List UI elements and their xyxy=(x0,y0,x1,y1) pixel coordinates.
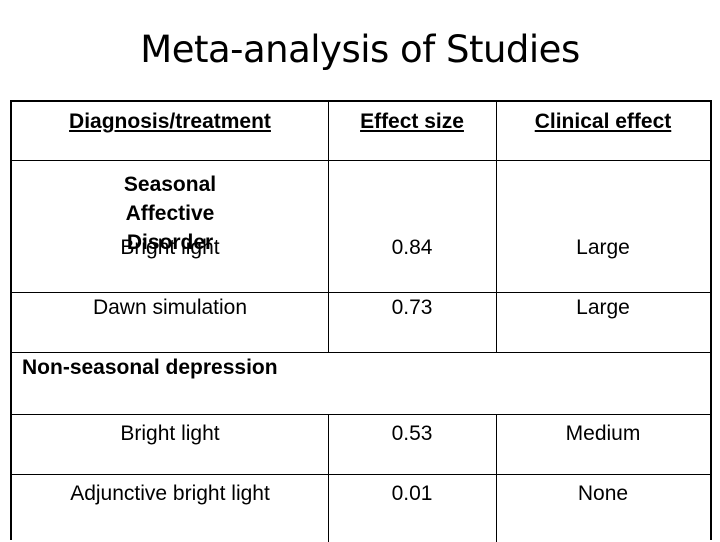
row-divider xyxy=(12,160,710,161)
clinical-effect-value: Large xyxy=(576,236,630,259)
section-heading-non-seasonal: Non-seasonal depression xyxy=(22,356,278,379)
row-divider xyxy=(12,352,710,353)
header-clinical-effect: Clinical effect xyxy=(534,110,672,133)
clinical-effect-value: Large xyxy=(576,296,630,319)
effect-size-value: 0.84 xyxy=(391,236,433,259)
treatment-dawn-simulation: Dawn simulation xyxy=(92,296,248,319)
page-title: Meta-analysis of Studies xyxy=(140,28,580,71)
treatment-bright-light-sad: Bright light xyxy=(120,236,220,259)
column-divider xyxy=(496,414,497,542)
treatment-adjunctive-bright-light: Adjunctive bright light xyxy=(70,482,270,505)
row-divider xyxy=(12,292,710,293)
column-divider xyxy=(328,414,329,542)
row-divider xyxy=(12,414,710,415)
treatment-bright-light-nonseasonal: Bright light xyxy=(120,422,220,445)
meta-analysis-table: Diagnosis/treatment Effect size Clinical… xyxy=(10,100,712,542)
row-divider xyxy=(12,474,710,475)
clinical-effect-value: Medium xyxy=(565,422,641,445)
section-heading-seasonal: Seasonal Affective Disorder xyxy=(123,173,217,254)
effect-size-value: 0.01 xyxy=(391,482,433,505)
effect-size-value: 0.53 xyxy=(391,422,433,445)
column-divider xyxy=(328,102,329,352)
header-diagnosis-treatment: Diagnosis/treatment xyxy=(69,110,271,133)
effect-size-value: 0.73 xyxy=(391,296,433,319)
header-effect-size: Effect size xyxy=(360,110,464,133)
clinical-effect-value: None xyxy=(577,482,629,505)
column-divider xyxy=(496,102,497,352)
